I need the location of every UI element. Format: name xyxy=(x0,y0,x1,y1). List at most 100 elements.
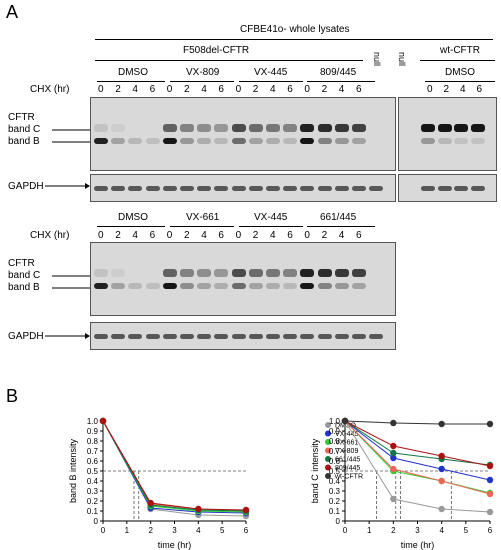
band-b-mark xyxy=(470,138,485,144)
x-tick-label: 5 xyxy=(464,526,469,535)
null-label-1: null xyxy=(372,52,382,67)
legend-marker xyxy=(325,422,331,428)
band-b-mark xyxy=(231,138,246,144)
blot-gapdh-row2 xyxy=(90,322,396,350)
cftr-label-2: CFTR xyxy=(8,258,35,269)
x-tick-label: 4 xyxy=(196,526,201,535)
x-tick-label: 3 xyxy=(172,526,177,535)
band-b-mark xyxy=(128,283,143,289)
gapdh-band xyxy=(111,186,126,191)
time-label: 2 xyxy=(115,230,121,241)
band-b-mark xyxy=(214,283,229,289)
band-b-mark xyxy=(437,138,452,144)
y-tick-label: 0.4 xyxy=(329,477,341,486)
band-c-mark xyxy=(180,124,194,132)
time-label: 2 xyxy=(184,230,190,241)
band-c-mark xyxy=(334,269,349,277)
time-label: 2 xyxy=(184,84,190,95)
band-b-mark xyxy=(180,283,194,289)
x-tick-label: 5 xyxy=(220,526,225,535)
cond-dmso: DMSO xyxy=(118,67,148,78)
gapdh-band xyxy=(470,186,485,191)
gapdh-band xyxy=(317,186,332,191)
y-tick-label: 0.8 xyxy=(87,437,99,446)
band-b-mark xyxy=(334,283,349,289)
band-b-mark xyxy=(283,283,298,289)
time-label: 4 xyxy=(270,230,276,241)
cond-line xyxy=(170,226,234,227)
data-point xyxy=(390,495,397,503)
cond-line xyxy=(239,81,303,82)
data-point xyxy=(486,462,494,470)
cond2-vx445: VX-445 xyxy=(254,212,288,223)
gapdh-band xyxy=(369,186,384,191)
data-point xyxy=(390,419,397,427)
gapdh-band xyxy=(317,334,332,339)
gapdh-band xyxy=(180,334,194,339)
band-c-mark xyxy=(266,269,280,277)
time-label: 2 xyxy=(443,84,450,95)
panel-b-letter: B xyxy=(6,386,19,406)
data-point xyxy=(438,420,445,428)
band-c-mark xyxy=(197,124,212,132)
cond-vx445: VX-445 xyxy=(254,67,288,78)
gapdh-band xyxy=(94,186,108,191)
time-label: 2 xyxy=(252,230,259,241)
band-c-mark xyxy=(180,269,194,277)
series-line xyxy=(344,420,491,467)
band-b-mark xyxy=(317,138,332,144)
data-point xyxy=(438,452,445,460)
band-c-mark xyxy=(248,269,263,277)
cond-line xyxy=(425,81,495,82)
data-point xyxy=(438,505,445,513)
data-point xyxy=(195,505,202,513)
time-label: 6 xyxy=(149,230,156,241)
data-point xyxy=(390,454,397,462)
time-label: 6 xyxy=(287,84,293,95)
gapdh-label: GAPDH xyxy=(8,181,44,192)
time-label: 4 xyxy=(201,230,207,241)
band-c-mark xyxy=(317,124,332,132)
legend-marker xyxy=(325,456,331,462)
data-point xyxy=(147,499,154,507)
band-b-mark xyxy=(197,138,212,144)
band-b-mark xyxy=(162,138,177,144)
gapdh-band xyxy=(300,186,315,191)
gapdh-band xyxy=(300,334,315,339)
time-label: 4 xyxy=(338,84,345,95)
band-c-mark xyxy=(94,124,108,132)
y-tick-label: 0.3 xyxy=(87,487,99,496)
x-axis-label: time (hr) xyxy=(401,540,435,550)
gapdh-band xyxy=(283,186,298,191)
data-point xyxy=(390,465,397,473)
legend-marker xyxy=(325,447,331,454)
data-point xyxy=(242,506,250,514)
legend-label: 661/445 xyxy=(335,457,360,464)
cond-line xyxy=(97,81,165,82)
band-b-mark xyxy=(283,138,298,144)
y-tick-label: 0.2 xyxy=(87,497,99,506)
band-c-mark xyxy=(111,124,126,132)
time-label: 6 xyxy=(287,230,293,241)
legend-label: VX-809 xyxy=(335,448,358,455)
data-point xyxy=(486,490,494,498)
time-label: 0 xyxy=(304,230,310,241)
time-label: 4 xyxy=(132,230,138,241)
gapdh-arrow-2 xyxy=(45,333,90,339)
band-c-mark xyxy=(162,124,177,132)
lysate-header-line xyxy=(95,39,493,40)
x-tick-label: 3 xyxy=(415,526,420,535)
y-tick-label: 0.1 xyxy=(87,507,99,516)
time-label: 4 xyxy=(270,84,276,95)
gapdh-band xyxy=(128,186,143,191)
band-b-mark xyxy=(266,138,280,144)
band-c-mark xyxy=(283,269,298,277)
data-point xyxy=(486,508,494,516)
band-b-mark xyxy=(352,138,366,144)
band-b-mark xyxy=(248,283,263,289)
time-label: 0 xyxy=(304,84,310,95)
series-line xyxy=(102,420,247,514)
y-tick-label: 0.8 xyxy=(329,437,341,446)
lysate-header: CFBE41o- whole lysates xyxy=(240,24,350,35)
time-label: 4 xyxy=(201,84,207,95)
